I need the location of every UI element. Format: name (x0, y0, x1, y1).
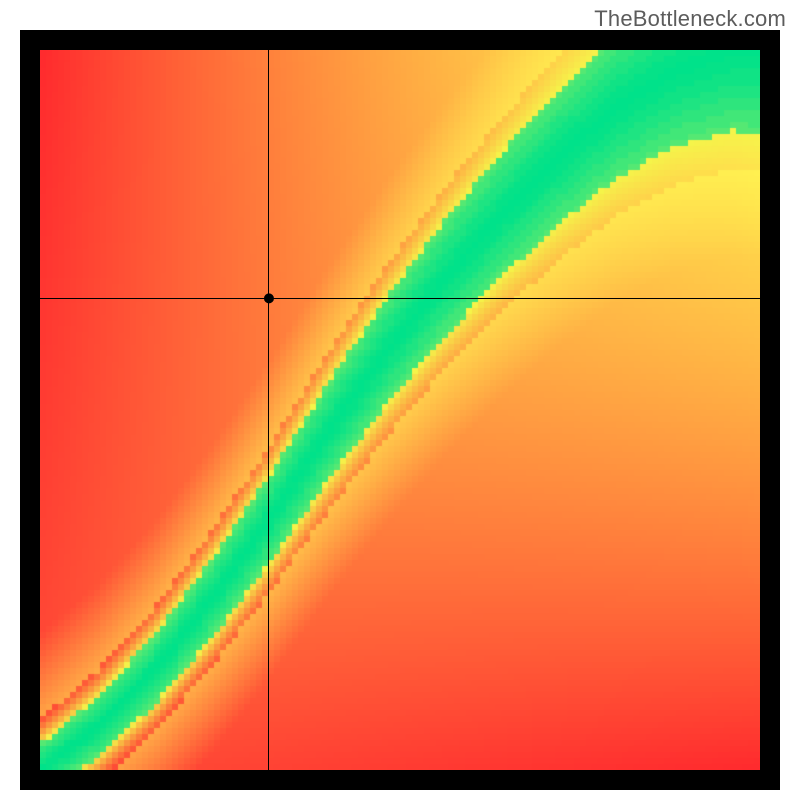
crosshair-marker-dot (264, 293, 274, 303)
chart-frame (20, 30, 780, 790)
crosshair-marker (20, 30, 780, 790)
watermark-text: TheBottleneck.com (594, 6, 786, 32)
chart-container: TheBottleneck.com (0, 0, 800, 800)
